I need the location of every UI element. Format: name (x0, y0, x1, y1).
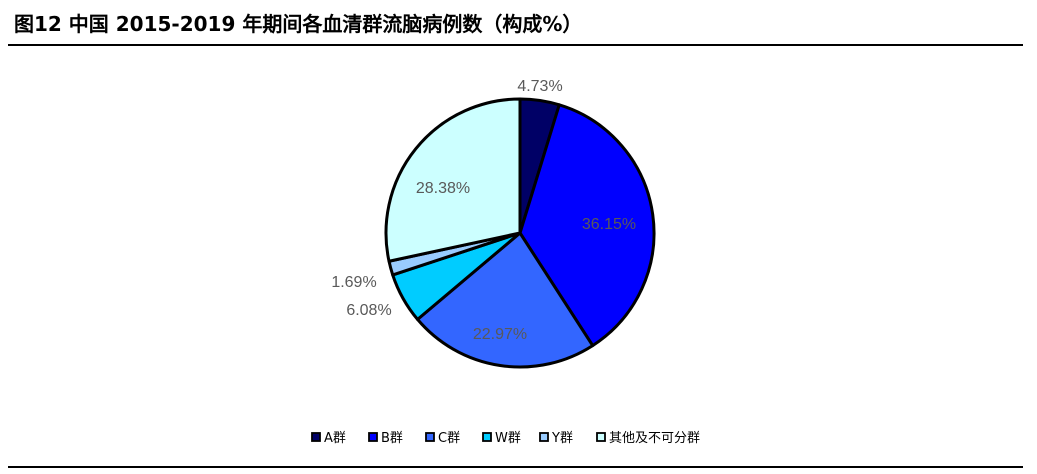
legend-swatch (482, 432, 492, 442)
chart-title: 图12 中国 2015-2019 年期间各血清群流脑病例数（构成%） (14, 12, 583, 36)
slice-data-label: 36.15% (582, 216, 636, 233)
legend-swatch (368, 432, 378, 442)
title-rule (8, 44, 1023, 46)
pie-slice (518, 103, 656, 348)
legend-swatch (596, 432, 606, 442)
bottom-rule (8, 466, 1023, 468)
slice-data-label: 22.97% (473, 326, 527, 343)
legend-swatch (425, 432, 435, 442)
pie-slice (384, 97, 522, 263)
legend-label: Y群 (551, 431, 573, 446)
slice-data-label: 28.38% (416, 180, 470, 197)
slice-data-label: 6.08% (346, 302, 391, 319)
slice-data-label: 4.73% (517, 78, 562, 95)
legend-label: W群 (495, 431, 521, 446)
legend-label: 其他及不可分群 (609, 431, 700, 446)
legend-label: C群 (438, 431, 460, 446)
legend-label: B群 (381, 431, 403, 446)
legend-swatch (539, 432, 549, 442)
slice-data-label: 1.69% (331, 274, 376, 291)
pie-slice (416, 231, 595, 369)
legend-label: A群 (324, 431, 346, 446)
legend-swatch (311, 432, 321, 442)
